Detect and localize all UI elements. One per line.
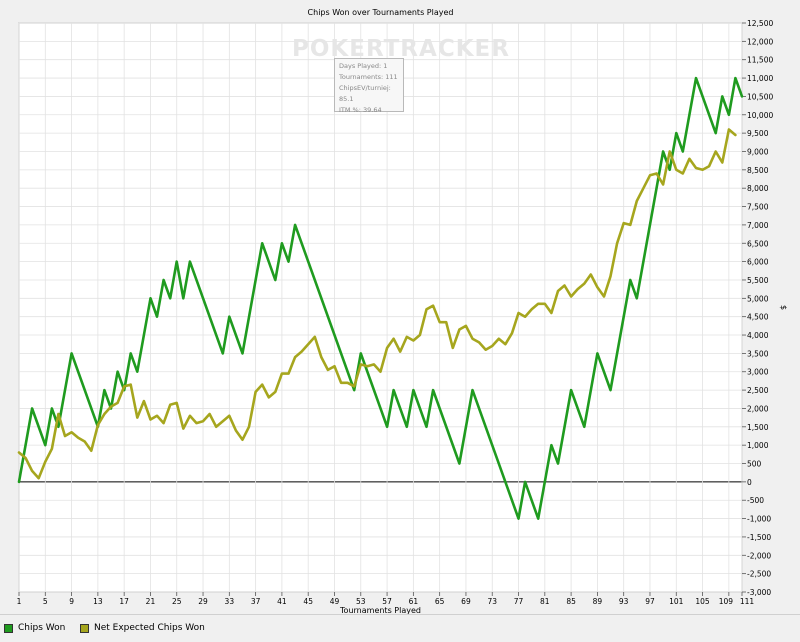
- y-tick-label: 12,000: [747, 37, 773, 46]
- y-tick-label: 1,000: [747, 441, 769, 450]
- x-tick-label: 77: [514, 597, 524, 606]
- x-tick-label: 61: [409, 597, 419, 606]
- x-tick-label: 45: [303, 597, 313, 606]
- y-tick-label: -1,500: [747, 533, 771, 542]
- y-tick-label: -2,000: [747, 551, 771, 560]
- x-tick-label: 93: [619, 597, 629, 606]
- y-tick-label: 3,000: [747, 368, 769, 377]
- plot-area: [18, 22, 743, 593]
- x-tick-label: 1: [17, 597, 22, 606]
- legend-label-net-expected: Net Expected Chips Won: [94, 623, 205, 633]
- x-tick-label: 33: [225, 597, 235, 606]
- x-tick-label: 53: [356, 597, 366, 606]
- x-tick-label: 17: [119, 597, 129, 606]
- x-tick-label: 13: [93, 597, 103, 606]
- x-tick-label: 97: [645, 597, 655, 606]
- tooltip-chips-ev: ChipsEV/turniej: 85.1: [339, 84, 391, 103]
- hover-tooltip: Days Played: 1 Tournaments: 111 ChipsEV/…: [334, 58, 404, 114]
- y-axis-label: $: [779, 305, 788, 310]
- x-tick-label: 111: [740, 597, 755, 606]
- y-tick-label: 4,000: [747, 331, 769, 340]
- y-tick-label: 1,500: [747, 423, 769, 432]
- x-tick-label: 29: [198, 597, 208, 606]
- x-tick-label: 57: [382, 597, 392, 606]
- x-tick-label: 9: [69, 597, 74, 606]
- y-tick-label: 4,500: [747, 313, 769, 322]
- x-tick-label: 5: [43, 597, 48, 606]
- y-tick-label: 8,000: [747, 184, 769, 193]
- x-tick-label: 21: [146, 597, 156, 606]
- legend-item-net-expected[interactable]: Net Expected Chips Won: [80, 620, 205, 636]
- x-tick-label: 25: [172, 597, 182, 606]
- tooltip-tournaments: Tournaments: 111: [339, 73, 398, 81]
- legend-label-chips-won: Chips Won: [18, 623, 66, 633]
- x-tick-label: 49: [330, 597, 340, 606]
- tooltip-itm: ITM %: 39.64: [339, 106, 382, 114]
- y-tick-label: 6,000: [747, 258, 769, 267]
- legend-swatch-chips-won: [4, 623, 13, 633]
- x-tick-label: 65: [435, 597, 445, 606]
- y-tick-label: 5,000: [747, 294, 769, 303]
- x-axis-label: Tournaments Played: [339, 606, 421, 614]
- chart: -3,000 -2,500 -2,000 -1,500 -1,000 -500 0 500 1,…: [17, 8, 788, 614]
- chart-title: Chips Won over Tournaments Played: [308, 8, 454, 17]
- x-tick-label: 89: [593, 597, 603, 606]
- y-tick-label: -500: [747, 496, 764, 505]
- x-tick-label: 41: [277, 597, 287, 606]
- y-tick-label: -3,000: [747, 588, 771, 597]
- x-tick-label: 105: [695, 597, 710, 606]
- y-tick-label: 11,000: [747, 74, 773, 83]
- x-tick-label: 81: [540, 597, 550, 606]
- series-line-net-expected: [17, 128, 737, 480]
- y-tick-label: 9,500: [747, 129, 769, 138]
- y-tick-label: 0: [747, 478, 752, 487]
- series-line-chips-won: [17, 76, 744, 520]
- y-tick-label: 5,500: [747, 276, 769, 285]
- y-tick-label: 9,000: [747, 147, 769, 156]
- y-tick-label: 6,500: [747, 239, 769, 248]
- y-tick-label: 12,500: [747, 19, 773, 28]
- x-tick-label: 73: [487, 597, 497, 606]
- x-tick-label: 101: [669, 597, 684, 606]
- legend-swatch-net-expected: [80, 623, 89, 633]
- y-tick-label: 11,500: [747, 56, 773, 65]
- y-tick-label: 500: [747, 460, 762, 469]
- y-tick-label: -1,000: [747, 515, 771, 524]
- watermark-logo: POKERTRACKER: [292, 36, 510, 62]
- x-tick-label: 37: [251, 597, 261, 606]
- x-tick-label: 109: [719, 597, 734, 606]
- y-tick-label: 8,500: [747, 166, 769, 175]
- y-tick-label: 10,500: [747, 92, 773, 101]
- x-tick-label: 69: [461, 597, 471, 606]
- y-tick-label: 10,000: [747, 111, 773, 120]
- y-tick-label: 7,500: [747, 203, 769, 212]
- y-tick-label: 3,500: [747, 349, 769, 358]
- y-tick-label: 7,000: [747, 221, 769, 230]
- legend-item-chips-won[interactable]: Chips Won: [4, 620, 65, 636]
- x-tick-label: 85: [566, 597, 576, 606]
- legend: Chips Won Net Expected Chips Won: [0, 614, 800, 642]
- y-tick-label: 2,000: [747, 404, 769, 413]
- y-tick-label: 2,500: [747, 386, 769, 395]
- tooltip-days-played: Days Played: 1: [339, 62, 388, 70]
- y-tick-label: -2,500: [747, 570, 771, 579]
